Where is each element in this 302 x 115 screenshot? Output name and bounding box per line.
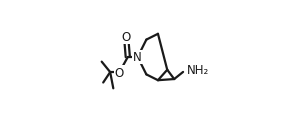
Text: O: O (121, 30, 131, 43)
Text: O: O (115, 66, 124, 79)
Text: N: N (133, 51, 142, 64)
Text: NH₂: NH₂ (186, 64, 209, 77)
